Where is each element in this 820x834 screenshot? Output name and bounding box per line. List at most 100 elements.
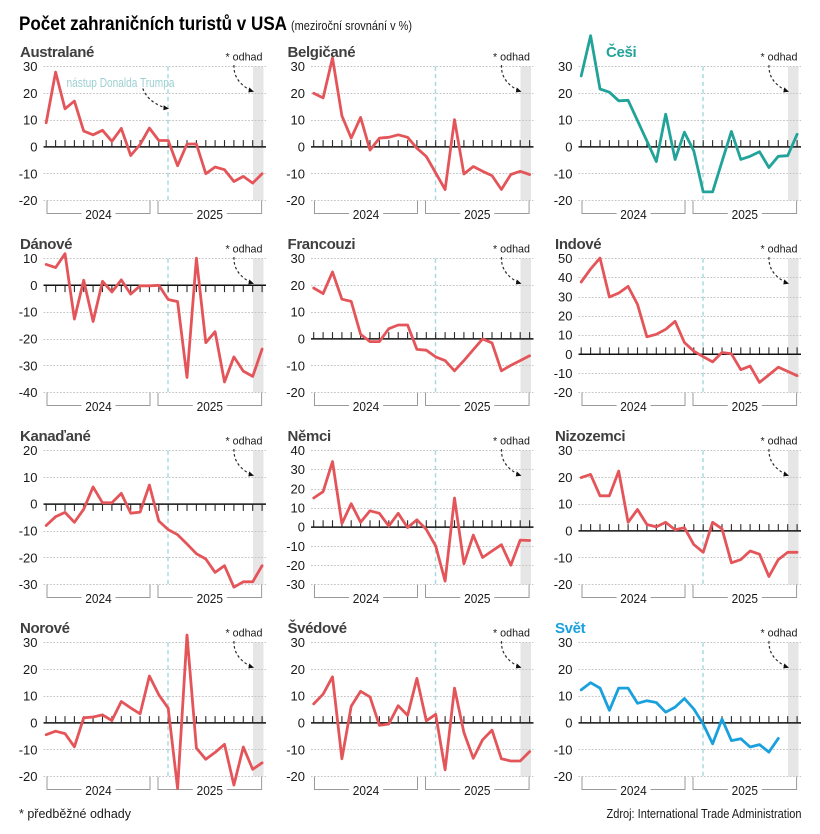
svg-text:2024: 2024 (353, 783, 379, 798)
svg-text:-10: -10 (286, 358, 305, 373)
svg-text:-30: -30 (286, 577, 305, 592)
svg-text:2024: 2024 (353, 207, 379, 222)
svg-text:10: 10 (558, 497, 572, 512)
svg-text:30: 30 (23, 59, 37, 74)
svg-text:Počet zahraničních turistů v U: Počet zahraničních turistů v USA (19, 13, 287, 35)
svg-text:10: 10 (291, 501, 305, 516)
svg-text:* odhad: * odhad (226, 628, 263, 640)
svg-text:0: 0 (30, 497, 37, 512)
svg-text:30: 30 (23, 635, 37, 650)
svg-text:20: 20 (558, 470, 572, 485)
svg-text:20: 20 (23, 443, 37, 458)
svg-text:* odhad: * odhad (761, 628, 798, 640)
svg-text:2024: 2024 (85, 783, 111, 798)
svg-text:2025: 2025 (197, 399, 223, 414)
svg-text:20: 20 (558, 309, 572, 324)
svg-text:-10: -10 (19, 166, 38, 181)
svg-text:2025: 2025 (732, 591, 758, 606)
svg-text:2024: 2024 (85, 591, 111, 606)
svg-text:Zdroj: International Trade Adm: Zdroj: International Trade Administratio… (607, 807, 802, 821)
svg-text:-20: -20 (19, 550, 38, 565)
svg-text:(meziroční srovnání v %): (meziroční srovnání v %) (291, 18, 412, 33)
svg-text:Australané: Australané (20, 44, 94, 61)
svg-text:10: 10 (23, 251, 37, 266)
svg-text:Svět: Svět (555, 620, 586, 637)
svg-text:20: 20 (291, 278, 305, 293)
svg-text:2024: 2024 (620, 783, 646, 798)
svg-text:30: 30 (291, 251, 305, 266)
svg-text:-20: -20 (286, 193, 305, 208)
svg-text:-20: -20 (554, 769, 573, 784)
svg-text:30: 30 (558, 59, 572, 74)
svg-text:0: 0 (298, 332, 305, 347)
svg-text:-10: -10 (19, 742, 38, 757)
svg-text:* odhad: * odhad (761, 244, 798, 256)
svg-text:30: 30 (558, 443, 572, 458)
svg-text:* odhad: * odhad (226, 244, 263, 256)
svg-text:* odhad: * odhad (226, 52, 263, 64)
svg-text:10: 10 (558, 113, 572, 128)
svg-text:10: 10 (558, 689, 572, 704)
svg-text:0: 0 (565, 140, 572, 155)
svg-text:Nizozemci: Nizozemci (555, 428, 625, 445)
svg-text:2025: 2025 (197, 207, 223, 222)
svg-text:* odhad: * odhad (761, 436, 798, 448)
svg-text:-10: -10 (554, 742, 573, 757)
svg-text:-10: -10 (286, 742, 305, 757)
svg-text:0: 0 (565, 716, 572, 731)
svg-text:2025: 2025 (732, 783, 758, 798)
svg-text:-30: -30 (19, 577, 38, 592)
svg-text:2025: 2025 (732, 207, 758, 222)
svg-text:2025: 2025 (464, 591, 490, 606)
svg-text:* odhad: * odhad (493, 436, 530, 448)
svg-text:Kanaďané: Kanaďané (20, 428, 91, 445)
svg-text:2024: 2024 (353, 591, 379, 606)
svg-text:-20: -20 (554, 577, 573, 592)
svg-text:10: 10 (23, 113, 37, 128)
svg-text:* odhad: * odhad (493, 52, 530, 64)
svg-text:40: 40 (291, 443, 305, 458)
svg-text:2025: 2025 (464, 207, 490, 222)
svg-text:Indové: Indové (555, 236, 601, 253)
svg-text:* odhad: * odhad (761, 52, 798, 64)
svg-text:Češi: Češi (606, 43, 636, 61)
svg-text:10: 10 (291, 689, 305, 704)
svg-text:2024: 2024 (620, 591, 646, 606)
svg-text:30: 30 (558, 635, 572, 650)
svg-text:Norové: Norové (20, 620, 70, 637)
svg-text:2024: 2024 (620, 207, 646, 222)
svg-text:2024: 2024 (620, 399, 646, 414)
svg-text:-10: -10 (554, 550, 573, 565)
svg-text:0: 0 (298, 520, 305, 535)
svg-text:-20: -20 (554, 193, 573, 208)
svg-text:10: 10 (23, 470, 37, 485)
svg-text:30: 30 (291, 59, 305, 74)
svg-text:nástup Donalda Trumpa: nástup Donalda Trumpa (67, 75, 176, 90)
svg-text:20: 20 (291, 86, 305, 101)
svg-text:30: 30 (291, 462, 305, 477)
svg-text:* odhad: * odhad (493, 628, 530, 640)
svg-text:10: 10 (291, 305, 305, 320)
svg-text:-20: -20 (554, 385, 573, 400)
svg-text:0: 0 (565, 524, 572, 539)
svg-text:-40: -40 (19, 385, 38, 400)
svg-text:-10: -10 (19, 305, 38, 320)
svg-text:20: 20 (23, 86, 37, 101)
svg-text:-20: -20 (19, 193, 38, 208)
svg-text:-20: -20 (286, 769, 305, 784)
svg-text:* předběžné odhady: * předběžné odhady (19, 807, 132, 821)
svg-text:0: 0 (298, 716, 305, 731)
svg-text:2024: 2024 (85, 399, 111, 414)
svg-text:20: 20 (558, 662, 572, 677)
svg-text:30: 30 (558, 289, 572, 304)
svg-text:-20: -20 (19, 332, 38, 347)
svg-text:2025: 2025 (732, 399, 758, 414)
svg-text:2024: 2024 (353, 399, 379, 414)
svg-text:50: 50 (558, 251, 572, 266)
svg-text:-30: -30 (19, 358, 38, 373)
svg-text:40: 40 (558, 270, 572, 285)
svg-text:-10: -10 (19, 524, 38, 539)
svg-text:Francouzi: Francouzi (288, 236, 356, 253)
svg-text:0: 0 (565, 347, 572, 362)
svg-text:20: 20 (291, 662, 305, 677)
